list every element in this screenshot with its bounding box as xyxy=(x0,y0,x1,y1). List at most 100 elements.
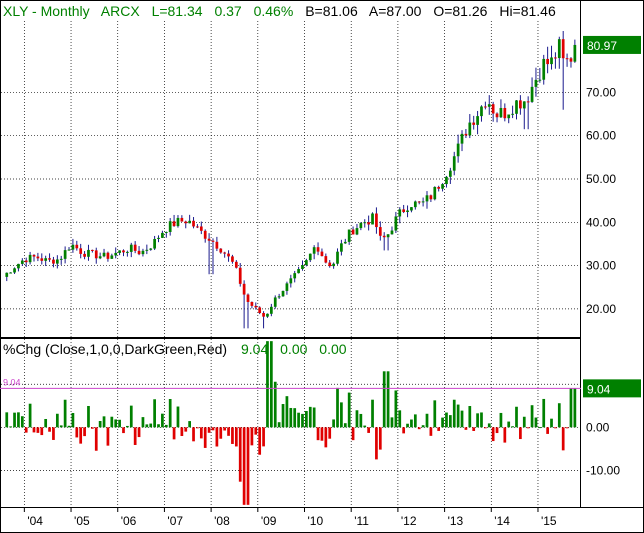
candle-body xyxy=(258,307,262,314)
x-tick-label: '08 xyxy=(214,514,230,528)
pctchg-bar xyxy=(347,392,351,428)
last-price-tag-bg xyxy=(583,35,641,54)
indicator-value-1: 9.04 xyxy=(241,341,268,357)
candle-body xyxy=(351,229,355,235)
pctchg-bar xyxy=(94,427,98,451)
pctchg-bar xyxy=(394,390,398,428)
header-symbol: XLY - Monthly xyxy=(3,3,90,19)
pctchg-bar xyxy=(215,427,219,447)
candle-body xyxy=(40,258,44,261)
candle-body xyxy=(242,283,246,295)
candle-body xyxy=(161,232,164,238)
pctchg-bar xyxy=(32,427,36,433)
pctchg-bar xyxy=(87,405,90,428)
candle-body xyxy=(355,228,359,235)
candle-body xyxy=(305,260,308,266)
pctchg-bar xyxy=(219,427,223,439)
pctchg-bar xyxy=(312,407,316,428)
pctchg-bar xyxy=(491,427,495,442)
pctchg-bar xyxy=(378,427,382,450)
candle-body xyxy=(231,256,234,262)
price-y-tick-label: 50.00 xyxy=(586,172,616,186)
candle-body xyxy=(484,106,487,108)
candle-body xyxy=(55,259,59,264)
x-tick-label: '10 xyxy=(308,514,324,528)
x-tick-label: '07 xyxy=(167,514,183,528)
pctchg-bar xyxy=(565,427,569,429)
pctchg-bar xyxy=(421,425,425,428)
pctchg-bar xyxy=(28,403,32,428)
candle-body xyxy=(36,256,40,259)
candle-body xyxy=(378,227,382,236)
candle-body xyxy=(79,248,83,254)
candle-body xyxy=(118,250,121,253)
pctchg-bar xyxy=(425,413,429,428)
pctchg-bar xyxy=(126,425,129,428)
pctchg-bar xyxy=(83,427,86,437)
pctchg-bar xyxy=(176,406,180,428)
pctchg-bar xyxy=(48,427,51,432)
candle-body xyxy=(476,116,479,125)
pctchg-bar xyxy=(308,406,312,428)
candle-body xyxy=(394,216,398,231)
candle-body xyxy=(277,296,281,298)
candle-body xyxy=(219,248,223,253)
pctchg-bar xyxy=(484,427,487,429)
x-tick-label: '14 xyxy=(494,514,510,528)
pctchg-bar xyxy=(71,413,75,428)
candle-body xyxy=(340,243,343,252)
pctchg-bar xyxy=(44,418,48,428)
pctchg-bar xyxy=(534,417,538,428)
pctchg-bar xyxy=(211,427,215,431)
pctchg-bar xyxy=(63,399,67,428)
candle-body xyxy=(382,235,386,238)
candle-body xyxy=(203,230,207,239)
candle-body xyxy=(452,156,456,171)
candle-body xyxy=(402,209,406,213)
x-axis: '04 '05 '06 '07 '08 '09 '10 '11 '12 '13 '14 '15 xyxy=(23,507,557,528)
pctchg-bar xyxy=(9,426,13,428)
last-price-tag: 80.97 xyxy=(587,39,617,53)
candle-body xyxy=(511,113,514,115)
candle-body xyxy=(227,253,230,257)
candle-body xyxy=(223,252,227,254)
candle-body xyxy=(491,104,495,114)
candle-body xyxy=(266,313,269,317)
candle-body xyxy=(91,249,94,251)
pctchg-bar xyxy=(250,427,254,446)
pctchg-bar xyxy=(153,399,156,428)
pctchg-bar xyxy=(110,416,114,428)
pctchg-bar xyxy=(382,371,386,428)
pctchg-bar xyxy=(20,416,24,428)
pctchg-bar xyxy=(149,423,153,428)
candle-body xyxy=(211,240,215,242)
pctchg-bar xyxy=(161,413,164,428)
candle-body xyxy=(530,86,534,102)
pctchg-bar xyxy=(468,406,472,428)
pctchg-bar xyxy=(122,427,125,434)
candle-body xyxy=(24,260,28,263)
header-open: O=81.26 xyxy=(433,3,487,19)
pctchg-bar xyxy=(36,427,40,433)
candle-body xyxy=(573,44,577,62)
pctchg-bar xyxy=(456,404,460,428)
candle-body xyxy=(133,244,137,251)
pctchg-bar xyxy=(351,427,355,441)
pctchg-bar xyxy=(75,427,79,438)
pctchg-bar xyxy=(129,405,133,428)
candle-body xyxy=(17,263,20,269)
candle-body xyxy=(460,133,464,144)
pctchg-bar xyxy=(542,398,546,428)
candle-body xyxy=(5,272,9,277)
pctchg-bar xyxy=(91,427,94,429)
candle-body xyxy=(137,250,141,255)
x-tick-label: '05 xyxy=(74,514,90,528)
pctchg-bar xyxy=(285,396,289,428)
pctchg-bar xyxy=(168,399,172,428)
pctchg-bar xyxy=(495,427,499,434)
x-tick-label: '13 xyxy=(448,514,464,528)
header-exchange: ARCX xyxy=(101,3,141,19)
pctchg-bar xyxy=(301,413,304,428)
pctchg-bar xyxy=(114,419,118,428)
candle-body xyxy=(312,247,316,254)
